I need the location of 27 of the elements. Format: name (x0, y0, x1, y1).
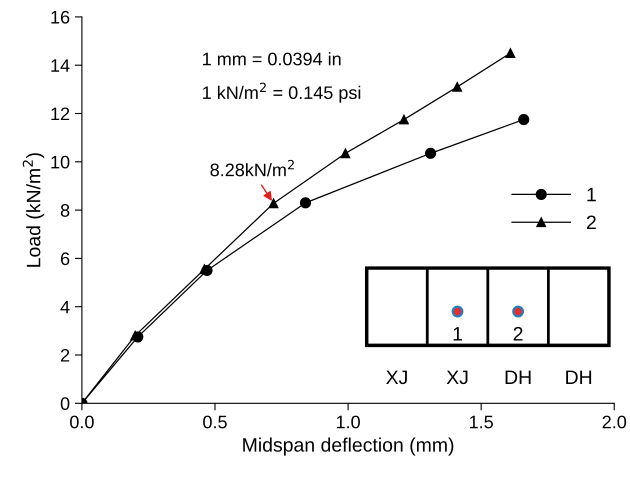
y-axis-title: Load (kN/m$^{2}$) (22, 153, 44, 267)
y-tick-label: 10 (51, 156, 70, 169)
annotation: DH (506, 370, 531, 384)
y-tick-label: 0 (60, 397, 70, 410)
y-tick-label: 4 (60, 300, 70, 314)
annotation: DH (566, 370, 592, 384)
legend-label: 1 (587, 188, 596, 202)
legend-label: 2 (586, 215, 596, 230)
annotation: 1 mm = 0.0394 in (203, 52, 341, 66)
annotation: 1 kN/m$^{2}$ = 0.145 psi (203, 82, 360, 103)
annotation: 2 (514, 326, 523, 341)
y-tick-label: 14 (51, 59, 70, 72)
annotation: XJ (386, 370, 407, 384)
annotation: 1 (454, 327, 462, 341)
x-tick-label: 0.5 (203, 416, 227, 428)
annotation: 8.28kN/m$^{2}$ (210, 160, 294, 176)
x-tick-label: 1.0 (336, 416, 360, 428)
y-tick-label: 2 (60, 348, 70, 362)
annotation: XJ (446, 370, 468, 384)
x-tick-label: 1.5 (470, 416, 493, 428)
y-tick-label: 6 (60, 252, 70, 266)
y-tick-label: 8 (60, 204, 70, 217)
x-tick-label: 2.0 (602, 416, 626, 428)
y-tick-label: 12 (51, 107, 70, 120)
x-tick-label: 0.0 (70, 416, 94, 428)
y-tick-label: 16 (51, 10, 70, 24)
x-axis-title: Midspan deflection (mm) (243, 437, 454, 456)
